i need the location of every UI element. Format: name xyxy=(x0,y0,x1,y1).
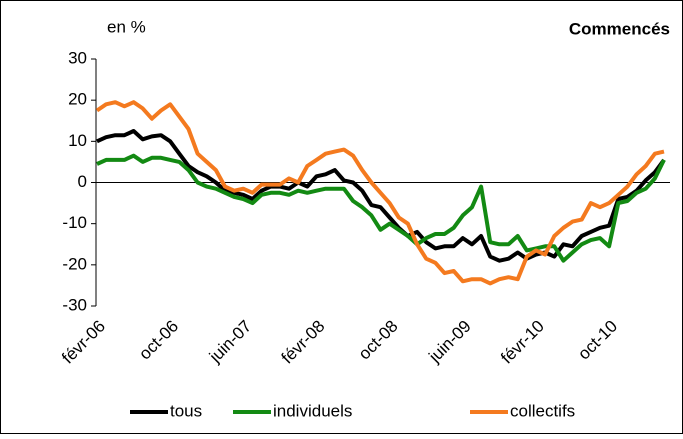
y-tick-label: -30 xyxy=(62,295,87,314)
y-tick-label: 30 xyxy=(68,48,87,67)
legend-label: tous xyxy=(170,401,202,420)
line xyxy=(96,153,666,263)
y-tick-label: 20 xyxy=(68,90,87,109)
y-axis-label: en % xyxy=(107,17,146,36)
chart-title: Commencés xyxy=(569,19,670,38)
legend-label: collectifs xyxy=(510,401,575,420)
y-tick-label: 0 xyxy=(78,172,87,191)
line xyxy=(95,100,665,286)
y-tick-label: -10 xyxy=(62,213,87,232)
legend-label: individuels xyxy=(273,401,352,420)
line xyxy=(96,129,666,263)
y-tick-label: 10 xyxy=(68,131,87,150)
y-tick-label: -20 xyxy=(62,254,87,273)
